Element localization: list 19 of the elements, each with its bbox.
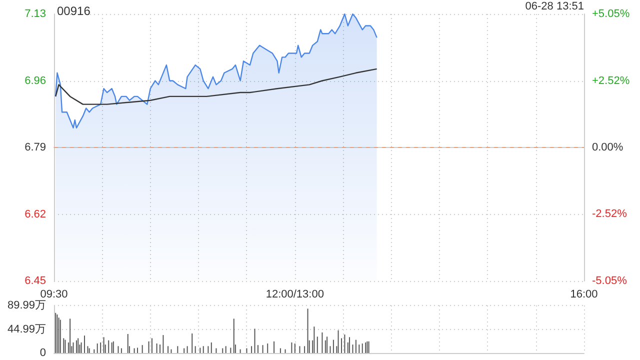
y2-tick-label: 0.00% [592,142,624,154]
y2-tick-label: -2.52% [592,208,628,220]
x-tick-label: 09:30 [40,288,68,300]
y-tick-label: 6.45 [24,275,46,287]
y-tick-label: 89.99万 [7,300,46,312]
x-tick-label: 16:00 [570,288,598,300]
chart-title: 00916 [57,4,91,18]
y2-tick-label: -5.05% [592,275,628,287]
y-tick-label: 44.99万 [7,323,46,336]
y2-tick-label: +2.52% [592,74,630,87]
y2-tick-label: +5.05% [592,8,630,20]
line-series [55,68,378,105]
x-tick-label: 12:00/13:00 [266,288,324,300]
y-tick-label: 6.62 [24,208,46,220]
text: 06-28 13:51 [525,0,584,12]
y-tick-label: 0 [40,347,46,359]
y-tick-label: 7.13 [24,8,46,20]
y-tick-label: 6.96 [24,74,46,87]
y-tick-label: 6.79 [24,142,46,154]
